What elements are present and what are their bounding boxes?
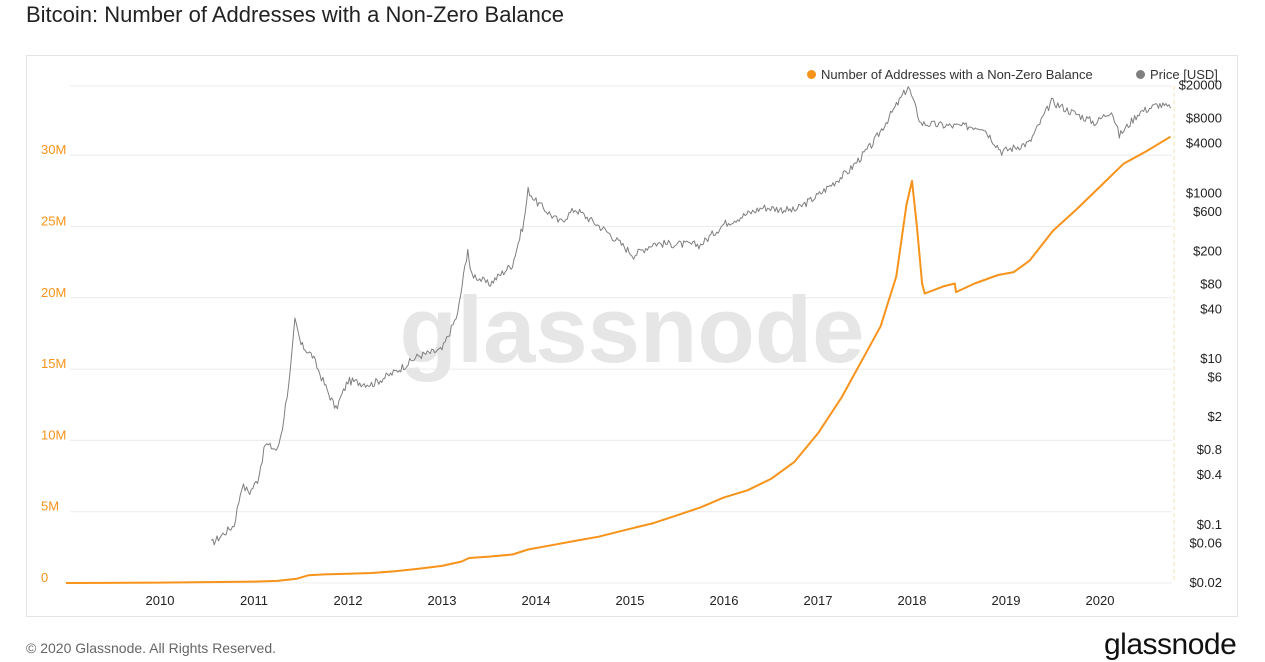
right-axis-tick-label: $80: [1200, 276, 1222, 291]
right-axis-tick-label: $0.02: [1189, 575, 1222, 590]
right-axis-tick-label: $20000: [1179, 78, 1222, 93]
x-axis-tick-label: 2017: [804, 593, 833, 608]
right-axis-tick-label: $8000: [1186, 110, 1222, 125]
x-axis-tick-label: 2011: [240, 593, 268, 608]
left-axis-tick-label: 5M: [41, 499, 59, 514]
x-axis-tick-label: 2018: [898, 593, 927, 608]
left-axis-tick-label: 30M: [41, 142, 66, 157]
right-axis-tick-label: $4000: [1186, 135, 1222, 150]
price-legend-dot: [1136, 70, 1145, 79]
left-axis-tick-label: 20M: [41, 285, 66, 300]
x-axis-tick-label: 2019: [992, 593, 1021, 608]
addresses-legend-dot: [807, 70, 816, 79]
legend-label-addresses: Number of Addresses with a Non-Zero Bala…: [821, 67, 1093, 82]
right-axis-tick-label: $40: [1200, 301, 1222, 316]
page-title: Bitcoin: Number of Addresses with a Non-…: [26, 2, 565, 27]
right-axis-tick-label: $10: [1200, 351, 1222, 366]
x-axis-tick-label: 2014: [522, 593, 551, 608]
legend-item-addresses[interactable]: Number of Addresses with a Non-Zero Bala…: [807, 67, 1093, 82]
right-axis-tick-label: $0.8: [1197, 442, 1222, 457]
brand-logo: glassnode: [1104, 628, 1237, 661]
x-axis-tick-label: 2016: [710, 593, 739, 608]
right-axis-tick-label: $2: [1208, 409, 1222, 424]
watermark: glassnode: [400, 277, 865, 382]
legend-label-price: Price [USD]: [1150, 67, 1218, 82]
price-line: [211, 86, 1171, 546]
right-axis-tick-label: $6: [1208, 370, 1222, 385]
right-axis-tick-label: $0.1: [1197, 517, 1222, 532]
chart-frame: [26, 55, 1238, 617]
x-axis-tick-label: 2013: [428, 593, 457, 608]
right-axis-tick-label: $1000: [1186, 185, 1222, 200]
right-axis-tick-label: $0.4: [1197, 467, 1222, 482]
left-axis-tick-label: 0: [41, 570, 48, 585]
copyright-footer: © 2020 Glassnode. All Rights Reserved.: [26, 640, 277, 656]
x-axis-tick-label: 2020: [1086, 593, 1115, 608]
left-axis-tick-label: 15M: [41, 356, 66, 371]
x-axis-tick-label: 2012: [334, 593, 363, 608]
right-axis-tick-label: $0.06: [1189, 535, 1222, 550]
right-axis-tick-label: $200: [1193, 243, 1222, 258]
legend-item-price[interactable]: Price [USD]: [1136, 67, 1218, 82]
x-axis-tick-label: 2015: [616, 593, 645, 608]
addresses-line: [65, 135, 1172, 584]
left-axis-tick-label: 25M: [41, 214, 66, 229]
right-axis-tick-label: $600: [1193, 204, 1222, 219]
x-axis-tick-label: 2010: [146, 593, 175, 608]
left-axis-tick-label: 10M: [41, 427, 66, 442]
